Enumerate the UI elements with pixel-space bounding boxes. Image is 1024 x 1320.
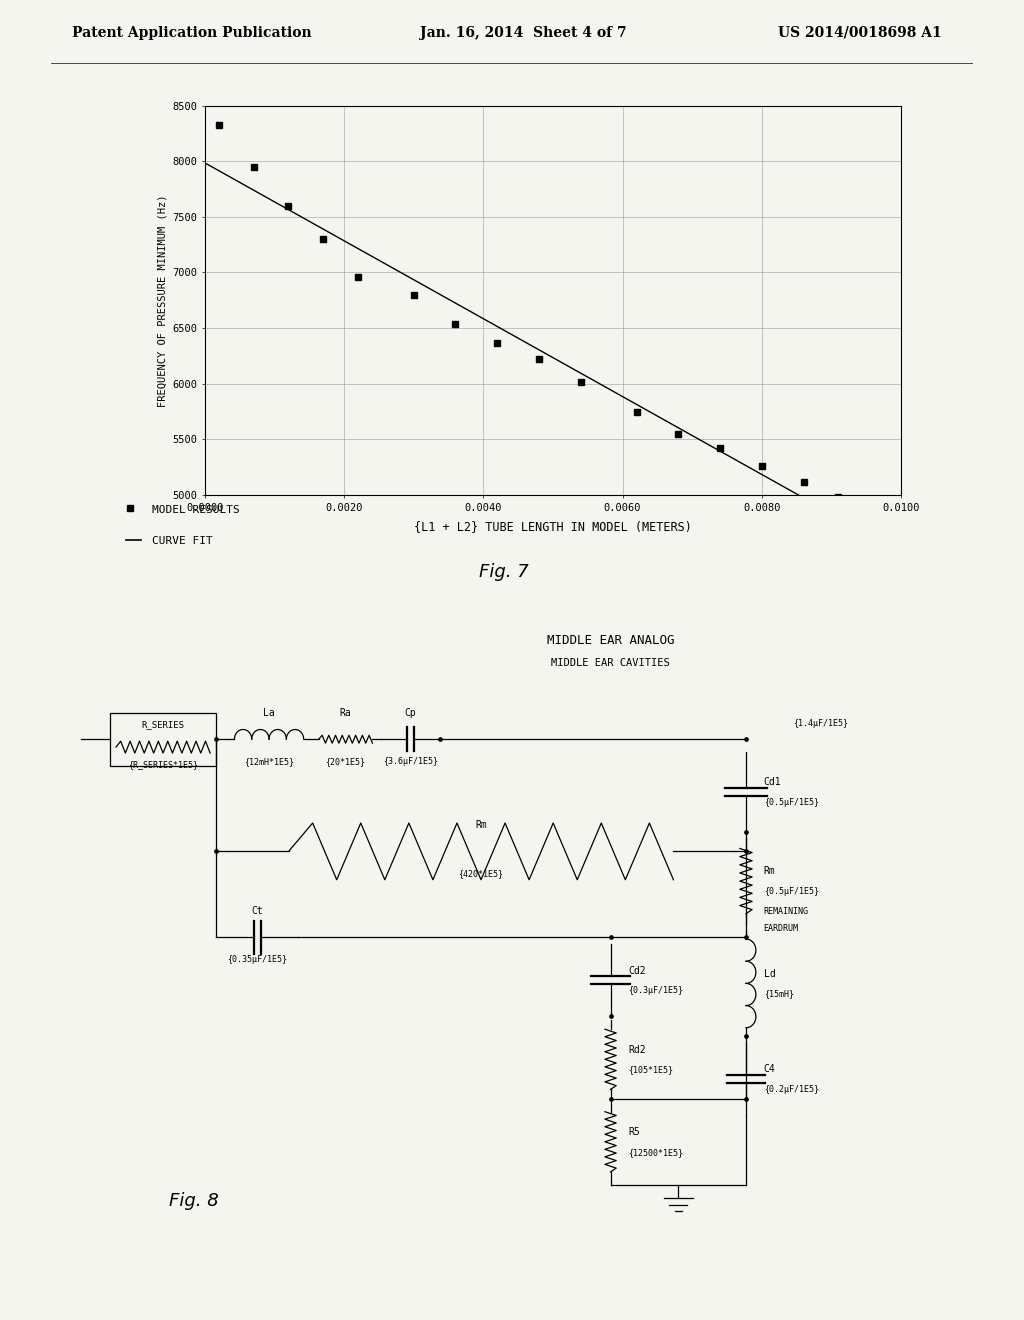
Text: Cd2: Cd2 bbox=[629, 965, 646, 975]
Text: Jan. 16, 2014  Sheet 4 of 7: Jan. 16, 2014 Sheet 4 of 7 bbox=[420, 26, 627, 40]
Text: CURVE FIT: CURVE FIT bbox=[152, 536, 212, 546]
Text: {1.4μF/1E5}: {1.4μF/1E5} bbox=[794, 719, 848, 729]
Text: R_SERIES: R_SERIES bbox=[141, 721, 184, 729]
Text: {20*1E5}: {20*1E5} bbox=[326, 758, 366, 767]
Text: Rd2: Rd2 bbox=[629, 1044, 646, 1055]
Text: US 2014/0018698 A1: US 2014/0018698 A1 bbox=[778, 26, 942, 40]
Text: {0.35μF/1E5}: {0.35μF/1E5} bbox=[227, 956, 288, 965]
Text: MIDDLE EAR ANALOG: MIDDLE EAR ANALOG bbox=[547, 634, 675, 647]
Text: R5: R5 bbox=[629, 1127, 640, 1138]
Text: Ct: Ct bbox=[252, 906, 263, 916]
Text: {0.2μF/1E5}: {0.2μF/1E5} bbox=[764, 1085, 818, 1094]
Text: Fig. 7: Fig. 7 bbox=[479, 562, 528, 581]
Text: Cp: Cp bbox=[404, 708, 416, 718]
Text: Rm: Rm bbox=[475, 820, 486, 830]
Text: {15mH}: {15mH} bbox=[764, 990, 794, 999]
Text: {105*1E5}: {105*1E5} bbox=[629, 1065, 673, 1074]
Text: {3.6μF/1E5}: {3.6μF/1E5} bbox=[383, 758, 438, 767]
Text: EARDRUM: EARDRUM bbox=[764, 924, 799, 933]
FancyBboxPatch shape bbox=[111, 713, 216, 766]
Text: Ra: Ra bbox=[340, 708, 351, 718]
Text: {0.5μF/1E5}: {0.5μF/1E5} bbox=[764, 799, 818, 808]
Text: Patent Application Publication: Patent Application Publication bbox=[72, 26, 311, 40]
Text: REMAINING: REMAINING bbox=[764, 907, 809, 916]
Text: {0.3μF/1E5}: {0.3μF/1E5} bbox=[629, 986, 683, 995]
Text: {0.5μF/1E5}: {0.5μF/1E5} bbox=[764, 887, 818, 896]
Text: Cd1: Cd1 bbox=[764, 777, 781, 788]
Text: {R_SERIES*1E5}: {R_SERIES*1E5} bbox=[128, 760, 198, 768]
X-axis label: {L1 + L2} TUBE LENGTH IN MODEL (METERS): {L1 + L2} TUBE LENGTH IN MODEL (METERS) bbox=[414, 520, 692, 532]
Text: MIDDLE EAR CAVITIES: MIDDLE EAR CAVITIES bbox=[551, 659, 670, 668]
Text: Rm: Rm bbox=[764, 866, 775, 876]
Text: Ld: Ld bbox=[764, 969, 775, 979]
Y-axis label: FREQUENCY OF PRESSURE MINIMUM (Hz): FREQUENCY OF PRESSURE MINIMUM (Hz) bbox=[158, 194, 168, 407]
Text: {12mH*1E5}: {12mH*1E5} bbox=[244, 758, 294, 767]
Text: MODEL RESULTS: MODEL RESULTS bbox=[152, 504, 240, 515]
Text: C4: C4 bbox=[764, 1064, 775, 1074]
Text: La: La bbox=[263, 708, 274, 718]
Text: {12500*1E5}: {12500*1E5} bbox=[629, 1148, 683, 1158]
Text: {420*1E5}: {420*1E5} bbox=[459, 870, 504, 879]
Text: Fig. 8: Fig. 8 bbox=[169, 1192, 219, 1210]
